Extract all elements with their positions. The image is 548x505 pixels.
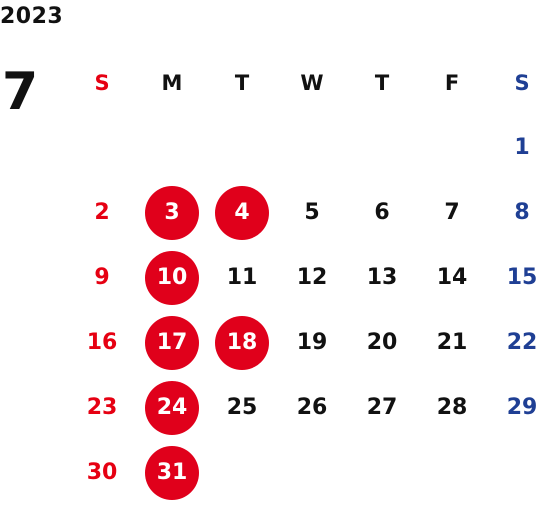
day-cell-highlighted: 4 (207, 180, 277, 245)
weekday-header: S (94, 70, 110, 95)
empty-day-cell (137, 115, 207, 180)
day-cell-highlighted: 17 (137, 310, 207, 375)
highlighted-day-number: 3 (145, 185, 199, 240)
weekday-header: T (234, 70, 250, 95)
day-cell-highlighted: 10 (137, 245, 207, 310)
day-cell: 25 (226, 395, 258, 420)
empty-day-cell (277, 115, 347, 180)
day-cell: 28 (436, 395, 468, 420)
empty-day-cell (347, 440, 417, 505)
calendar-year: 2023 (0, 4, 64, 29)
highlighted-day-number: 24 (145, 380, 199, 435)
highlighted-day-number: 17 (145, 315, 199, 370)
empty-day-cell (207, 440, 277, 505)
highlighted-day-number: 31 (145, 445, 199, 500)
day-cell: 7 (444, 200, 460, 225)
day-cell: 29 (506, 395, 538, 420)
empty-day-cell (67, 115, 137, 180)
empty-day-cell (417, 115, 487, 180)
empty-day-cell (347, 115, 417, 180)
day-cell-highlighted: 31 (137, 440, 207, 505)
calendar-month: 7 (2, 62, 39, 122)
day-cell: 23 (86, 395, 118, 420)
day-cell: 5 (304, 200, 320, 225)
day-cell: 30 (86, 460, 118, 485)
day-cell: 14 (436, 265, 468, 290)
day-cell: 6 (374, 200, 390, 225)
day-cell: 12 (296, 265, 328, 290)
day-cell: 20 (366, 330, 398, 355)
day-cell: 26 (296, 395, 328, 420)
day-cell: 21 (436, 330, 468, 355)
day-cell: 2 (94, 200, 110, 225)
empty-day-cell (417, 440, 487, 505)
highlighted-day-number: 18 (215, 315, 269, 370)
day-cell-highlighted: 24 (137, 375, 207, 440)
weekday-header: F (444, 70, 460, 95)
calendar-grid: S M T W T F S 1 2 3 4 5 6 7 8 9 10 11 12 13 14 15 16 17 18 19 20 21… (67, 50, 548, 505)
weekday-header: T (374, 70, 390, 95)
day-cell: 19 (296, 330, 328, 355)
day-cell: 22 (506, 330, 538, 355)
day-cell-highlighted: 18 (207, 310, 277, 375)
empty-day-cell (487, 440, 548, 505)
day-cell: 27 (366, 395, 398, 420)
day-cell-highlighted: 3 (137, 180, 207, 245)
highlighted-day-number: 10 (145, 250, 199, 305)
day-cell: 13 (366, 265, 398, 290)
day-cell: 11 (226, 265, 258, 290)
day-cell: 16 (86, 330, 118, 355)
day-cell: 9 (94, 265, 110, 290)
weekday-header: W (300, 70, 324, 95)
day-cell: 8 (514, 200, 530, 225)
weekday-header: M (161, 70, 183, 95)
empty-day-cell (207, 115, 277, 180)
day-cell: 1 (514, 135, 530, 160)
highlighted-day-number: 4 (215, 185, 269, 240)
weekday-header: S (514, 70, 530, 95)
day-cell: 15 (506, 265, 538, 290)
empty-day-cell (277, 440, 347, 505)
